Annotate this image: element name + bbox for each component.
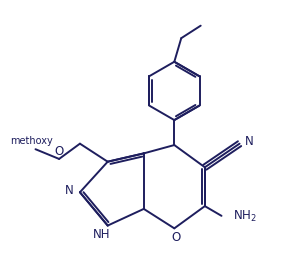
Text: methoxy: methoxy [10, 136, 53, 146]
Text: O: O [54, 145, 64, 158]
Text: N: N [244, 135, 253, 148]
Text: N: N [65, 184, 74, 197]
Text: NH$_2$: NH$_2$ [233, 209, 257, 224]
Text: NH: NH [93, 228, 110, 241]
Text: O: O [171, 231, 180, 244]
